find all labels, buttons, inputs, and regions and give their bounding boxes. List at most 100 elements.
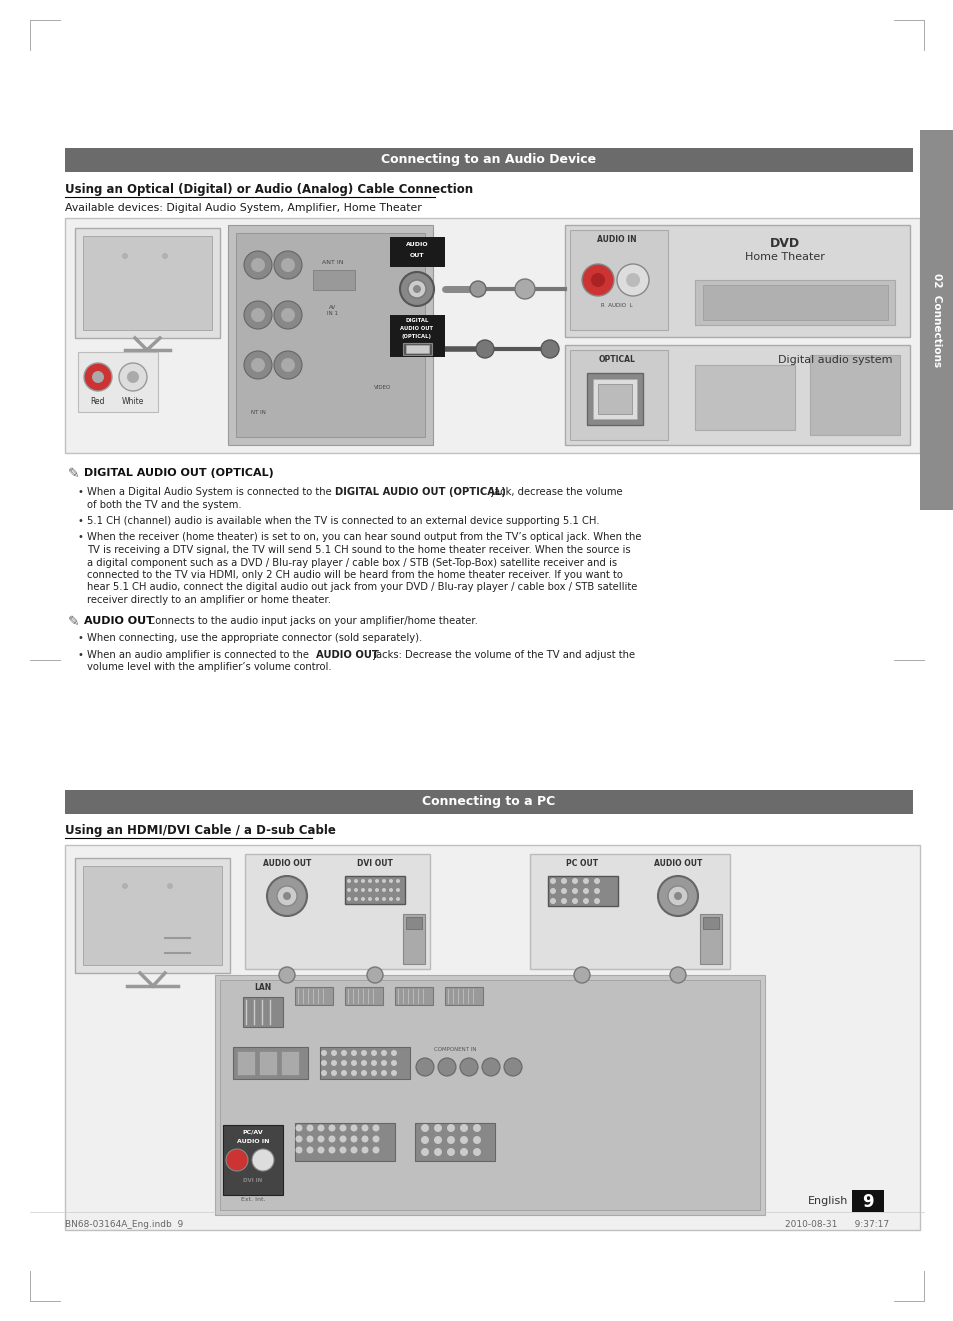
Bar: [702, 917, 719, 929]
Text: volume level with the amplifier’s volume control.: volume level with the amplifier’s volume…: [87, 662, 332, 672]
Bar: [406, 345, 429, 353]
Bar: [65, 845, 919, 1230]
Bar: [294, 1123, 395, 1161]
Bar: [345, 987, 382, 1005]
Circle shape: [658, 876, 698, 915]
Bar: [390, 314, 444, 357]
Circle shape: [331, 1050, 336, 1055]
Circle shape: [252, 1149, 274, 1170]
Circle shape: [395, 878, 399, 882]
Text: •: •: [78, 517, 84, 526]
Text: When connecting, use the appropriate connector (sold separately).: When connecting, use the appropriate con…: [87, 633, 422, 643]
Circle shape: [560, 888, 566, 894]
Circle shape: [375, 878, 378, 882]
Circle shape: [350, 1147, 357, 1153]
Circle shape: [447, 1148, 455, 1156]
Text: English: English: [807, 1196, 847, 1206]
Circle shape: [360, 878, 365, 882]
Text: BN68-03164A_Eng.indb  9: BN68-03164A_Eng.indb 9: [65, 1221, 183, 1229]
Circle shape: [420, 1136, 429, 1144]
Text: of both the TV and the system.: of both the TV and the system.: [87, 499, 241, 510]
Circle shape: [347, 897, 351, 901]
Circle shape: [295, 1147, 302, 1153]
Circle shape: [375, 888, 378, 892]
Bar: [294, 987, 333, 1005]
Circle shape: [459, 1124, 468, 1132]
Circle shape: [267, 876, 307, 915]
Circle shape: [119, 363, 147, 391]
Text: AV
IN 1: AV IN 1: [327, 305, 338, 316]
Text: White: White: [122, 398, 144, 406]
Circle shape: [361, 1124, 368, 1132]
Circle shape: [594, 898, 599, 904]
Circle shape: [560, 878, 566, 884]
Text: •: •: [78, 650, 84, 659]
Text: Home Theater: Home Theater: [744, 252, 824, 262]
Circle shape: [447, 1124, 455, 1132]
Circle shape: [339, 1147, 346, 1153]
Circle shape: [84, 363, 112, 391]
Circle shape: [399, 272, 434, 306]
Bar: [564, 225, 909, 337]
Text: Connecting to an Audio Device: Connecting to an Audio Device: [381, 153, 596, 166]
Circle shape: [244, 351, 272, 379]
Text: When a Digital Audio System is connected to the: When a Digital Audio System is connected…: [87, 487, 335, 497]
Circle shape: [434, 1148, 441, 1156]
Circle shape: [673, 892, 681, 900]
Bar: [702, 285, 887, 320]
Bar: [281, 1052, 298, 1075]
Circle shape: [372, 1124, 379, 1132]
Circle shape: [360, 888, 365, 892]
Text: OPTICAL: OPTICAL: [598, 355, 635, 365]
Circle shape: [416, 1058, 434, 1077]
Text: VIDEO: VIDEO: [374, 384, 392, 390]
Circle shape: [381, 878, 386, 882]
Text: AUDIO OUT: AUDIO OUT: [84, 617, 153, 626]
Circle shape: [381, 888, 386, 892]
Text: PC OUT: PC OUT: [565, 859, 598, 868]
Circle shape: [375, 897, 378, 901]
Text: •: •: [78, 532, 84, 543]
Text: COMPONENT IN: COMPONENT IN: [434, 1048, 476, 1052]
Text: AUDIO: AUDIO: [405, 242, 428, 247]
Text: LAN: LAN: [254, 983, 272, 992]
Bar: [214, 975, 764, 1215]
Circle shape: [306, 1136, 314, 1143]
Bar: [228, 225, 433, 445]
Circle shape: [226, 1149, 248, 1170]
Circle shape: [391, 1070, 396, 1077]
Text: 9: 9: [862, 1193, 873, 1211]
Text: Available devices: Digital Audio System, Amplifier, Home Theater: Available devices: Digital Audio System,…: [65, 203, 421, 213]
Circle shape: [354, 897, 357, 901]
Circle shape: [372, 1147, 379, 1153]
Text: PC/AV: PC/AV: [242, 1129, 263, 1135]
Bar: [395, 987, 433, 1005]
Bar: [75, 859, 230, 974]
Text: (OPTICAL): (OPTICAL): [401, 334, 432, 339]
Circle shape: [276, 886, 296, 906]
Circle shape: [351, 1059, 356, 1066]
Circle shape: [667, 886, 687, 906]
Circle shape: [320, 1070, 327, 1077]
Circle shape: [283, 892, 291, 900]
Text: DVD: DVD: [769, 236, 800, 250]
Text: hear 5.1 CH audio, connect the digital audio out jack from your DVD / Blu-ray pl: hear 5.1 CH audio, connect the digital a…: [87, 583, 637, 593]
Circle shape: [459, 1148, 468, 1156]
Circle shape: [328, 1136, 335, 1143]
Text: R  AUDIO  L: R AUDIO L: [600, 303, 632, 308]
Circle shape: [331, 1059, 336, 1066]
Circle shape: [473, 1124, 480, 1132]
Circle shape: [351, 1050, 356, 1055]
Circle shape: [470, 281, 485, 297]
Circle shape: [380, 1050, 387, 1055]
Circle shape: [127, 371, 139, 383]
Circle shape: [371, 1070, 376, 1077]
Circle shape: [515, 279, 535, 299]
Text: AUDIO OUT: AUDIO OUT: [400, 326, 433, 332]
Circle shape: [278, 967, 294, 983]
Circle shape: [594, 888, 599, 894]
Text: NT IN: NT IN: [251, 410, 265, 415]
Circle shape: [408, 280, 426, 299]
Bar: [78, 351, 158, 412]
Text: AUDIO IN: AUDIO IN: [236, 1139, 269, 1144]
